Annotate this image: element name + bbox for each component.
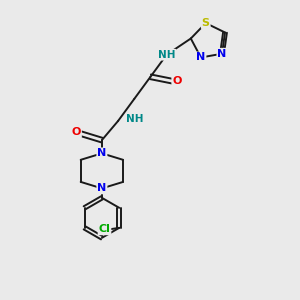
- Text: NH: NH: [158, 50, 176, 60]
- Text: O: O: [172, 76, 182, 86]
- Text: N: N: [97, 183, 106, 194]
- Text: N: N: [97, 148, 106, 158]
- Text: N: N: [218, 49, 226, 59]
- Text: NH: NH: [126, 114, 144, 124]
- Text: O: O: [72, 127, 81, 137]
- Text: S: S: [202, 18, 210, 28]
- Text: N: N: [196, 52, 206, 62]
- Text: Cl: Cl: [99, 224, 110, 234]
